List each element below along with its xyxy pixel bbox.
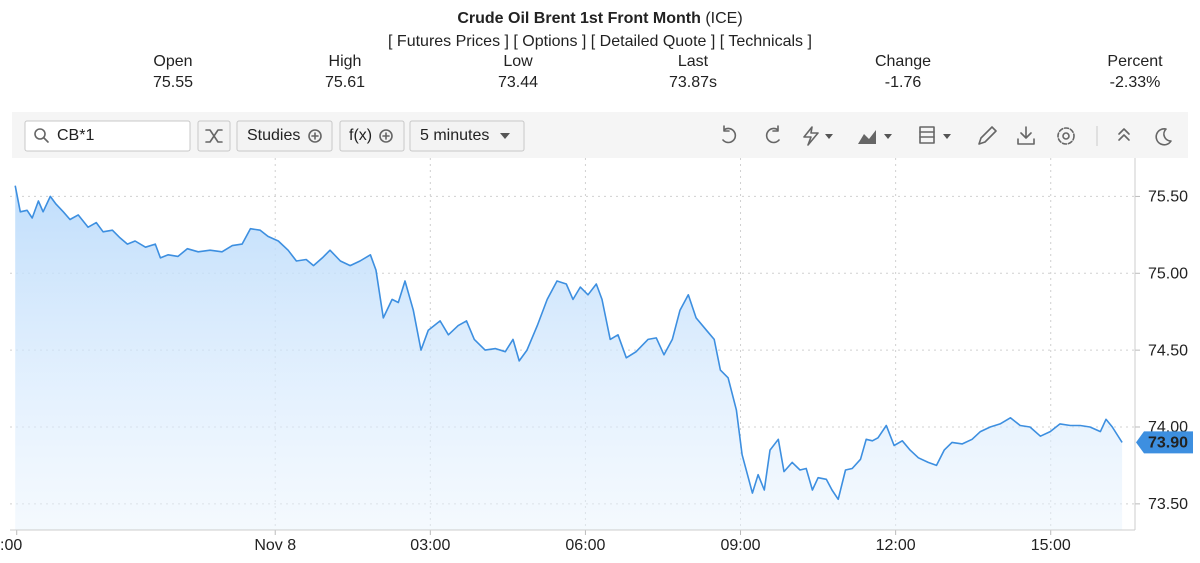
y-tick-label: 73.50 [1148, 496, 1188, 513]
stat-value: 75.55 [153, 74, 193, 91]
settings-icon [1057, 127, 1075, 145]
toolbar-icons [722, 125, 1172, 146]
redo-icon[interactable] [765, 125, 780, 144]
search-icon [43, 137, 49, 143]
button-label: Studies [247, 127, 300, 144]
links-text: [ Futures Prices ] [ Options ] [ Detaile… [388, 33, 812, 50]
x-tick-label: 03:00 [410, 537, 450, 554]
search-text: CB*1 [57, 127, 94, 144]
theme-icon[interactable] [1155, 128, 1172, 146]
stat-label: Percent [1107, 53, 1163, 70]
button-label: f(x) [349, 127, 372, 144]
plus-icon [308, 129, 322, 143]
undo-icon[interactable] [722, 125, 737, 144]
settings-icon[interactable] [1062, 132, 1070, 140]
stat-label: Change [875, 53, 931, 70]
x-tick-label: 15:00 [1031, 537, 1071, 554]
stats: Open 75.55 High 75.61 Low 73.44 Last 73.87s Chan… [153, 53, 1163, 91]
plus-icon [311, 132, 319, 140]
title: Crude Oil Brent 1st Front Month [457, 10, 701, 27]
y-tick-label: 74.50 [1148, 342, 1188, 359]
draw-icon[interactable] [978, 126, 997, 145]
link[interactable]: [ Options ] [513, 33, 586, 50]
quote-title: Crude Oil Brent 1st Front Month (ICE) [457, 10, 742, 27]
stat-value: -1.76 [885, 74, 922, 91]
compare-icon [205, 129, 223, 143]
stat-label: Open [153, 53, 192, 70]
links: [ Futures Prices ] [ Options ] [ Detaile… [388, 33, 812, 50]
dropdown-arrow [884, 134, 892, 139]
stat-label: Low [503, 53, 533, 70]
area [15, 185, 1123, 530]
search-icon [34, 128, 46, 140]
link[interactable]: [ Detailed Quote ] [591, 33, 716, 50]
x-tick-label: :00 [0, 537, 22, 554]
price-line [14, 185, 1123, 501]
layout-icon [919, 131, 935, 138]
last-price-label: 73.90 [1148, 435, 1188, 452]
layout-icon[interactable] [919, 126, 935, 144]
link[interactable]: [ Technicals ] [720, 33, 812, 50]
plus-icon [379, 129, 393, 143]
studies-button[interactable] [236, 120, 333, 152]
dropdown-arrow [943, 134, 951, 139]
stat-value: -2.33% [1110, 74, 1161, 91]
exchange: (ICE) [705, 10, 742, 27]
last-price-marker [1136, 431, 1193, 454]
interval-button[interactable] [409, 120, 525, 152]
stat-label: High [329, 53, 362, 70]
x-tick-label: Nov 8 [254, 537, 296, 554]
indicator-icon[interactable] [803, 126, 819, 146]
download-icon[interactable] [1017, 126, 1035, 145]
dropdown-arrow [500, 133, 510, 139]
x-tick-label: 06:00 [565, 537, 605, 554]
x-tick-label: 12:00 [876, 537, 916, 554]
dropdown-arrow [825, 134, 833, 139]
link[interactable]: [ Futures Prices ] [388, 33, 509, 50]
stat-label: Last [678, 53, 709, 70]
y-tick-label: 75.00 [1148, 266, 1188, 283]
chart-type-icon[interactable] [858, 130, 876, 144]
plus-icon [382, 132, 390, 140]
y-tick-label: 75.50 [1148, 189, 1188, 206]
stat-value: 73.87s [669, 74, 717, 91]
stat-value: 73.44 [498, 74, 538, 91]
stat-value: 75.61 [325, 74, 365, 91]
fx-button[interactable] [339, 120, 405, 152]
button-label: 5 minutes [420, 127, 489, 144]
collapse-icon[interactable] [1118, 128, 1130, 141]
x-tick-label: 09:00 [721, 537, 761, 554]
search-box[interactable] [24, 120, 191, 152]
